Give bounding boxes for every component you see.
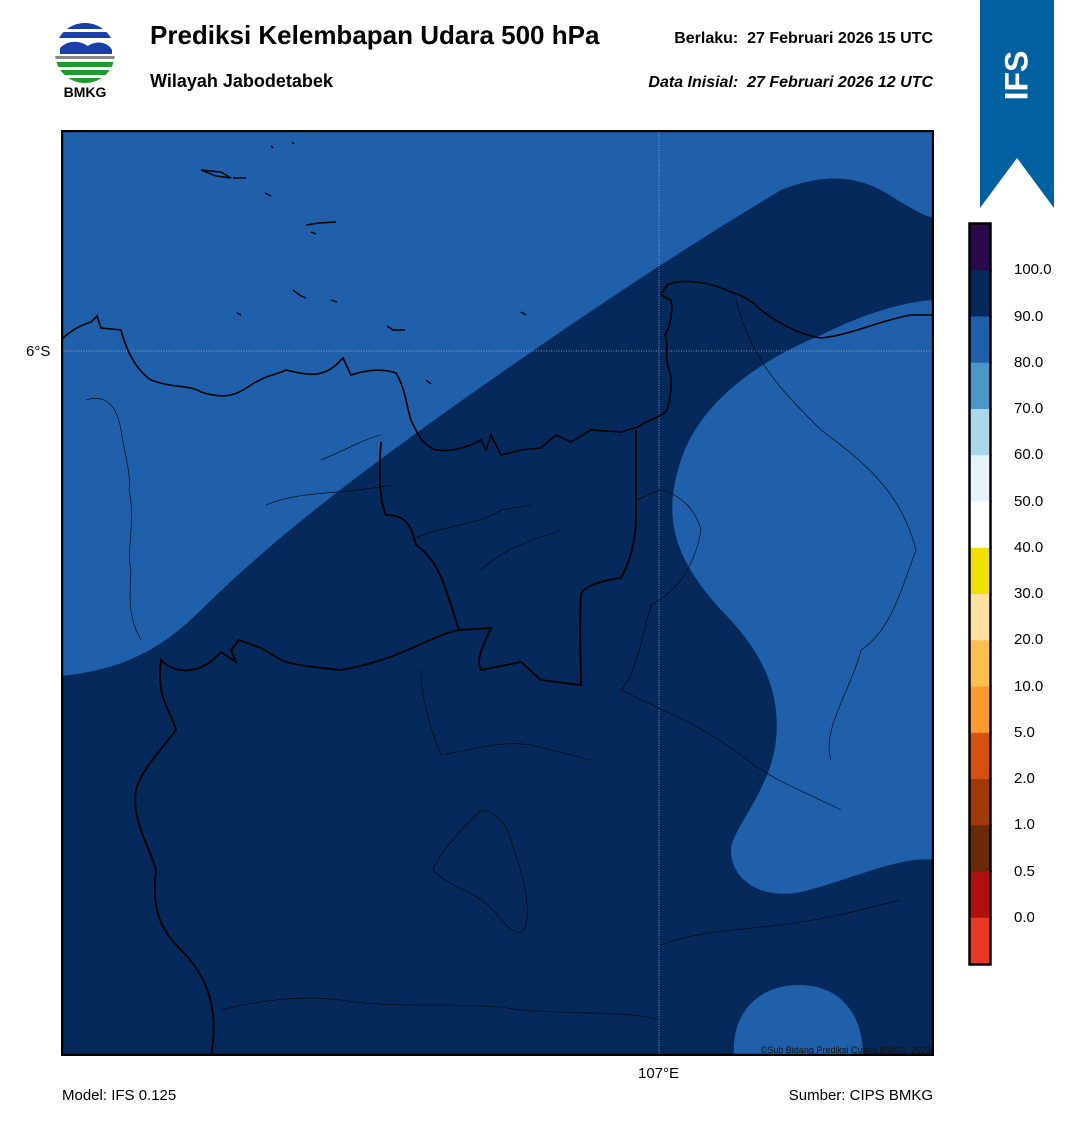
- init-time: Data Inisial: 27 Februari 2026 12 UTC: [648, 74, 933, 92]
- init-time-value: 27 Februari 2026 12 UTC: [747, 74, 933, 91]
- colorbar-swatch: [970, 547, 990, 595]
- colorbar-swatch: [970, 686, 990, 734]
- colorbar-tick-label: 90.0: [1014, 307, 1044, 325]
- colorbar-swatch: [970, 316, 990, 364]
- map-border: [61, 130, 934, 1056]
- logo-text: BMKG: [63, 84, 107, 100]
- lon-tick-label: 107°E: [638, 1065, 680, 1082]
- colorbar-tick-label: 40.0: [1014, 538, 1044, 556]
- colorbar-tick-label: 100.0: [1014, 261, 1052, 279]
- colorbar-tick-label: 1.0: [1014, 816, 1035, 834]
- colorbar-swatch: [970, 409, 990, 456]
- colorbar-tick-label: 0.0: [1014, 908, 1035, 926]
- humidity-map: [61, 130, 934, 1056]
- colorbar-swatch: [970, 501, 990, 549]
- colorbar-tick-label: 30.0: [1014, 585, 1044, 602]
- colorbar-swatch: [970, 871, 990, 919]
- colorbar-tick-label: 2.0: [1014, 770, 1035, 787]
- colorbar-tick-label: 0.5: [1014, 862, 1035, 880]
- map-subtitle: Wilayah Jabodetabek: [150, 71, 333, 91]
- province-border-south: [134, 629, 460, 1056]
- humidity-band-90-100: [61, 178, 934, 1056]
- ifs-badge-text: IFS: [998, 50, 1035, 100]
- copyright-text: ©Sub Bidang Prediksi Cuaca BMKG, 2023: [760, 1045, 931, 1055]
- init-label: Data Inisial:: [648, 74, 739, 91]
- colorbar-swatch: [970, 362, 990, 410]
- valid-label: Berlaku:: [674, 30, 739, 47]
- colorbar-tick-label: 20.0: [1014, 631, 1044, 649]
- colorbar-tick-label: 80.0: [1014, 353, 1044, 371]
- colorbar-swatch: [970, 825, 990, 872]
- province-border: [378, 430, 637, 687]
- lat-tick-label: 6°S: [26, 343, 51, 360]
- colorbar: [968, 222, 992, 966]
- colorbar-tick-label: 60.0: [1014, 446, 1044, 464]
- colorbar-tick-label: 5.0: [1014, 723, 1035, 741]
- map-title: Prediksi Kelembapan Udara 500 hPa: [150, 20, 600, 50]
- valid-time: Berlaku: 27 Februari 2026 15 UTC: [674, 30, 933, 48]
- district-borders: [85, 299, 917, 1021]
- thousand-islands: [200, 141, 527, 385]
- colorbar-swatch: [970, 455, 990, 502]
- colorbar-swatch: [970, 917, 990, 965]
- colorbar-tick-label: 70.0: [1014, 400, 1044, 417]
- colorbar-swatch: [970, 640, 990, 687]
- colorbar-tick-label: 10.0: [1014, 677, 1044, 695]
- valid-time-value: 27 Februari 2026 15 UTC: [747, 30, 933, 47]
- model-label: Model: IFS 0.125: [62, 1087, 177, 1104]
- colorbar-swatch: [970, 594, 990, 641]
- colorbar-swatch: [970, 779, 990, 826]
- colorbar-swatch: [970, 270, 990, 317]
- ifs-ribbon-icon: [980, 0, 1054, 208]
- colorbar-swatch: [970, 732, 990, 780]
- bmkg-logo-icon: [55, 23, 115, 83]
- colorbar-tick-label: 50.0: [1014, 492, 1044, 510]
- coastline: [61, 280, 934, 456]
- humidity-band-80-90-south: [733, 985, 863, 1056]
- ifs-badge: IFS: [980, 0, 1054, 150]
- source-label: Sumber: CIPS BMKG: [788, 1087, 933, 1104]
- colorbar-swatch: [970, 224, 990, 271]
